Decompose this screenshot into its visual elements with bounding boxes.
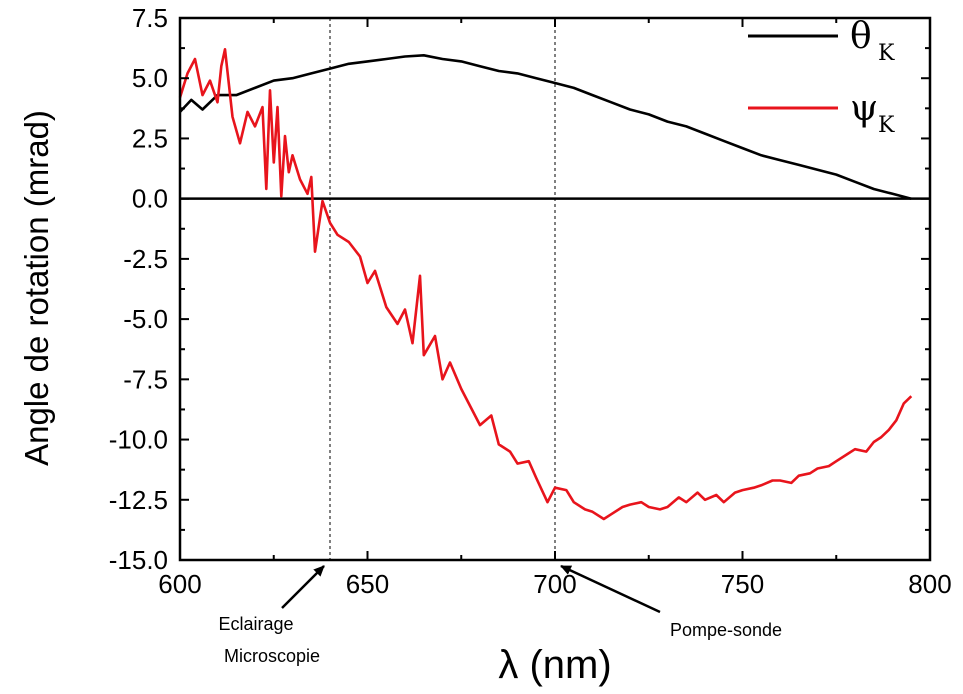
series-line-0	[179, 53, 912, 200]
axes	[178, 16, 932, 562]
y-tick-label: -12.5	[109, 485, 168, 515]
annotation-text-0: Microscopie	[224, 646, 320, 666]
legend-symbol-1: ψ	[850, 88, 878, 129]
y-tick-label: -2.5	[123, 244, 168, 274]
y-tick-label: 5.0	[132, 63, 168, 93]
y-tick-label: -5.0	[123, 304, 168, 334]
annotation-text-1: Pompe-sonde	[670, 620, 782, 640]
y-tick-label: -15.0	[109, 545, 168, 575]
x-axis-title: λ (nm)	[498, 643, 611, 687]
annotation-text-0: Eclairage	[218, 614, 293, 634]
legend: θ Kψ K	[748, 16, 895, 138]
y-tick-label: 2.5	[132, 123, 168, 153]
x-tick-label: 600	[158, 569, 201, 599]
annotations: Eclairage Microscopie Pompe-sonde	[218, 564, 782, 666]
legend-symbol-0: θ	[850, 16, 872, 57]
x-tick-label: 700	[533, 569, 576, 599]
series-layer	[178, 47, 913, 521]
tick-labels: 600 650 700 750 800 7.5 5.0 2.5 0.0 -2.5 -5.0 -7.5 -…	[109, 3, 952, 599]
y-tick-label: 0.0	[132, 184, 168, 214]
legend-subscript-1: K	[878, 113, 895, 138]
y-tick-label: 7.5	[132, 3, 168, 33]
y-axis-title: Angle de rotation (mrad)	[18, 110, 55, 466]
y-tick-label: -7.5	[123, 364, 168, 394]
series-line-1	[178, 47, 913, 521]
x-tick-label: 750	[721, 569, 764, 599]
annotation-arrow-1	[560, 564, 661, 614]
x-tick-label: 800	[908, 569, 951, 599]
annotation-arrow-0	[281, 565, 325, 609]
reference-lines	[180, 18, 930, 560]
y-tick-label: -10.0	[109, 425, 168, 455]
x-tick-label: 650	[346, 569, 389, 599]
legend-subscript-0: K	[878, 41, 895, 66]
